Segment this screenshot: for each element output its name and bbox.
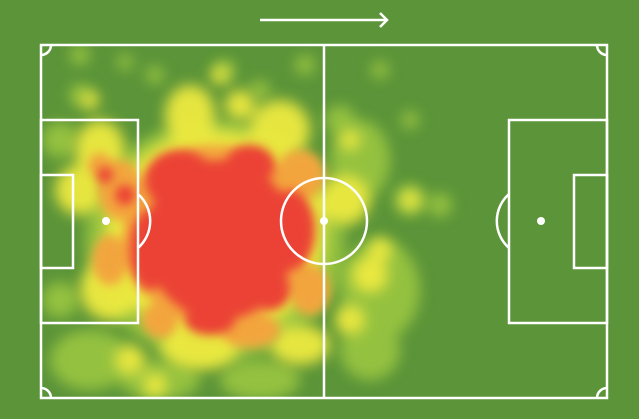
right-penalty-spot	[537, 217, 545, 225]
heatmap-blob	[225, 90, 255, 120]
heatmap-blob	[428, 193, 452, 217]
heatmap-blob	[115, 345, 145, 375]
heatmap-blob	[220, 360, 300, 398]
heatmap-blob	[211, 66, 229, 84]
heatmap-blob	[371, 61, 389, 79]
heatmap-blob	[250, 270, 290, 310]
heatmap-blob	[340, 320, 400, 380]
heatmap-blob	[185, 305, 235, 335]
heatmap-blob	[130, 210, 170, 290]
heatmap-blob	[92, 235, 128, 285]
heatmap-blob	[117, 54, 133, 70]
heatmap-blob	[275, 150, 325, 200]
left-penalty-arc	[137, 193, 152, 249]
heatmap-blob	[143, 373, 167, 397]
heatmap-blob	[42, 122, 78, 158]
heatmap-blob	[70, 45, 90, 65]
left-six-yard-box	[39, 173, 75, 270]
heatmap-blob	[340, 130, 360, 150]
heatmap-blob	[325, 105, 355, 135]
heatmap-blob	[55, 165, 105, 215]
attack-direction-arrow-icon	[260, 12, 389, 28]
pitch-markings	[39, 43, 609, 400]
heatmap-blob	[42, 282, 78, 318]
heatmap-blob	[225, 145, 275, 185]
heatmap-blob	[335, 305, 365, 335]
corner-arc	[595, 44, 608, 57]
heatmap-blob	[250, 80, 270, 100]
left-penalty-spot	[102, 217, 110, 225]
heatmap-blob	[146, 66, 164, 84]
heatmap-blob	[295, 55, 315, 75]
heatmap-blob	[250, 100, 310, 160]
right-penalty-arc	[495, 193, 510, 249]
heatmap-blob	[142, 302, 178, 338]
heatmap-blob	[320, 175, 370, 225]
heatmap-blob	[265, 190, 315, 270]
corner-arc	[40, 44, 53, 57]
heatmap-blob	[400, 190, 420, 210]
heatmap-blob	[97, 167, 113, 183]
heatmap-blob	[115, 185, 135, 205]
heatmap-blob	[401, 111, 419, 129]
corner-arc	[40, 386, 53, 399]
heatmap-blob	[352, 257, 388, 293]
heatmap-blob	[145, 150, 215, 210]
corner-arc	[595, 386, 608, 399]
heatmap-blob	[368, 238, 392, 262]
heatmap-blob	[165, 85, 215, 145]
center-circle	[279, 176, 369, 266]
heatmap-blob	[220, 312, 280, 348]
heatmap-blob	[80, 260, 140, 320]
heatmap-blob	[270, 325, 330, 365]
heatmap-layer	[42, 45, 452, 398]
heatmap-blob	[50, 330, 130, 390]
heatmap-blob	[81, 91, 99, 109]
right-six-yard-box	[572, 173, 609, 270]
heatmap-blob	[290, 265, 330, 315]
center-spot	[320, 217, 328, 225]
